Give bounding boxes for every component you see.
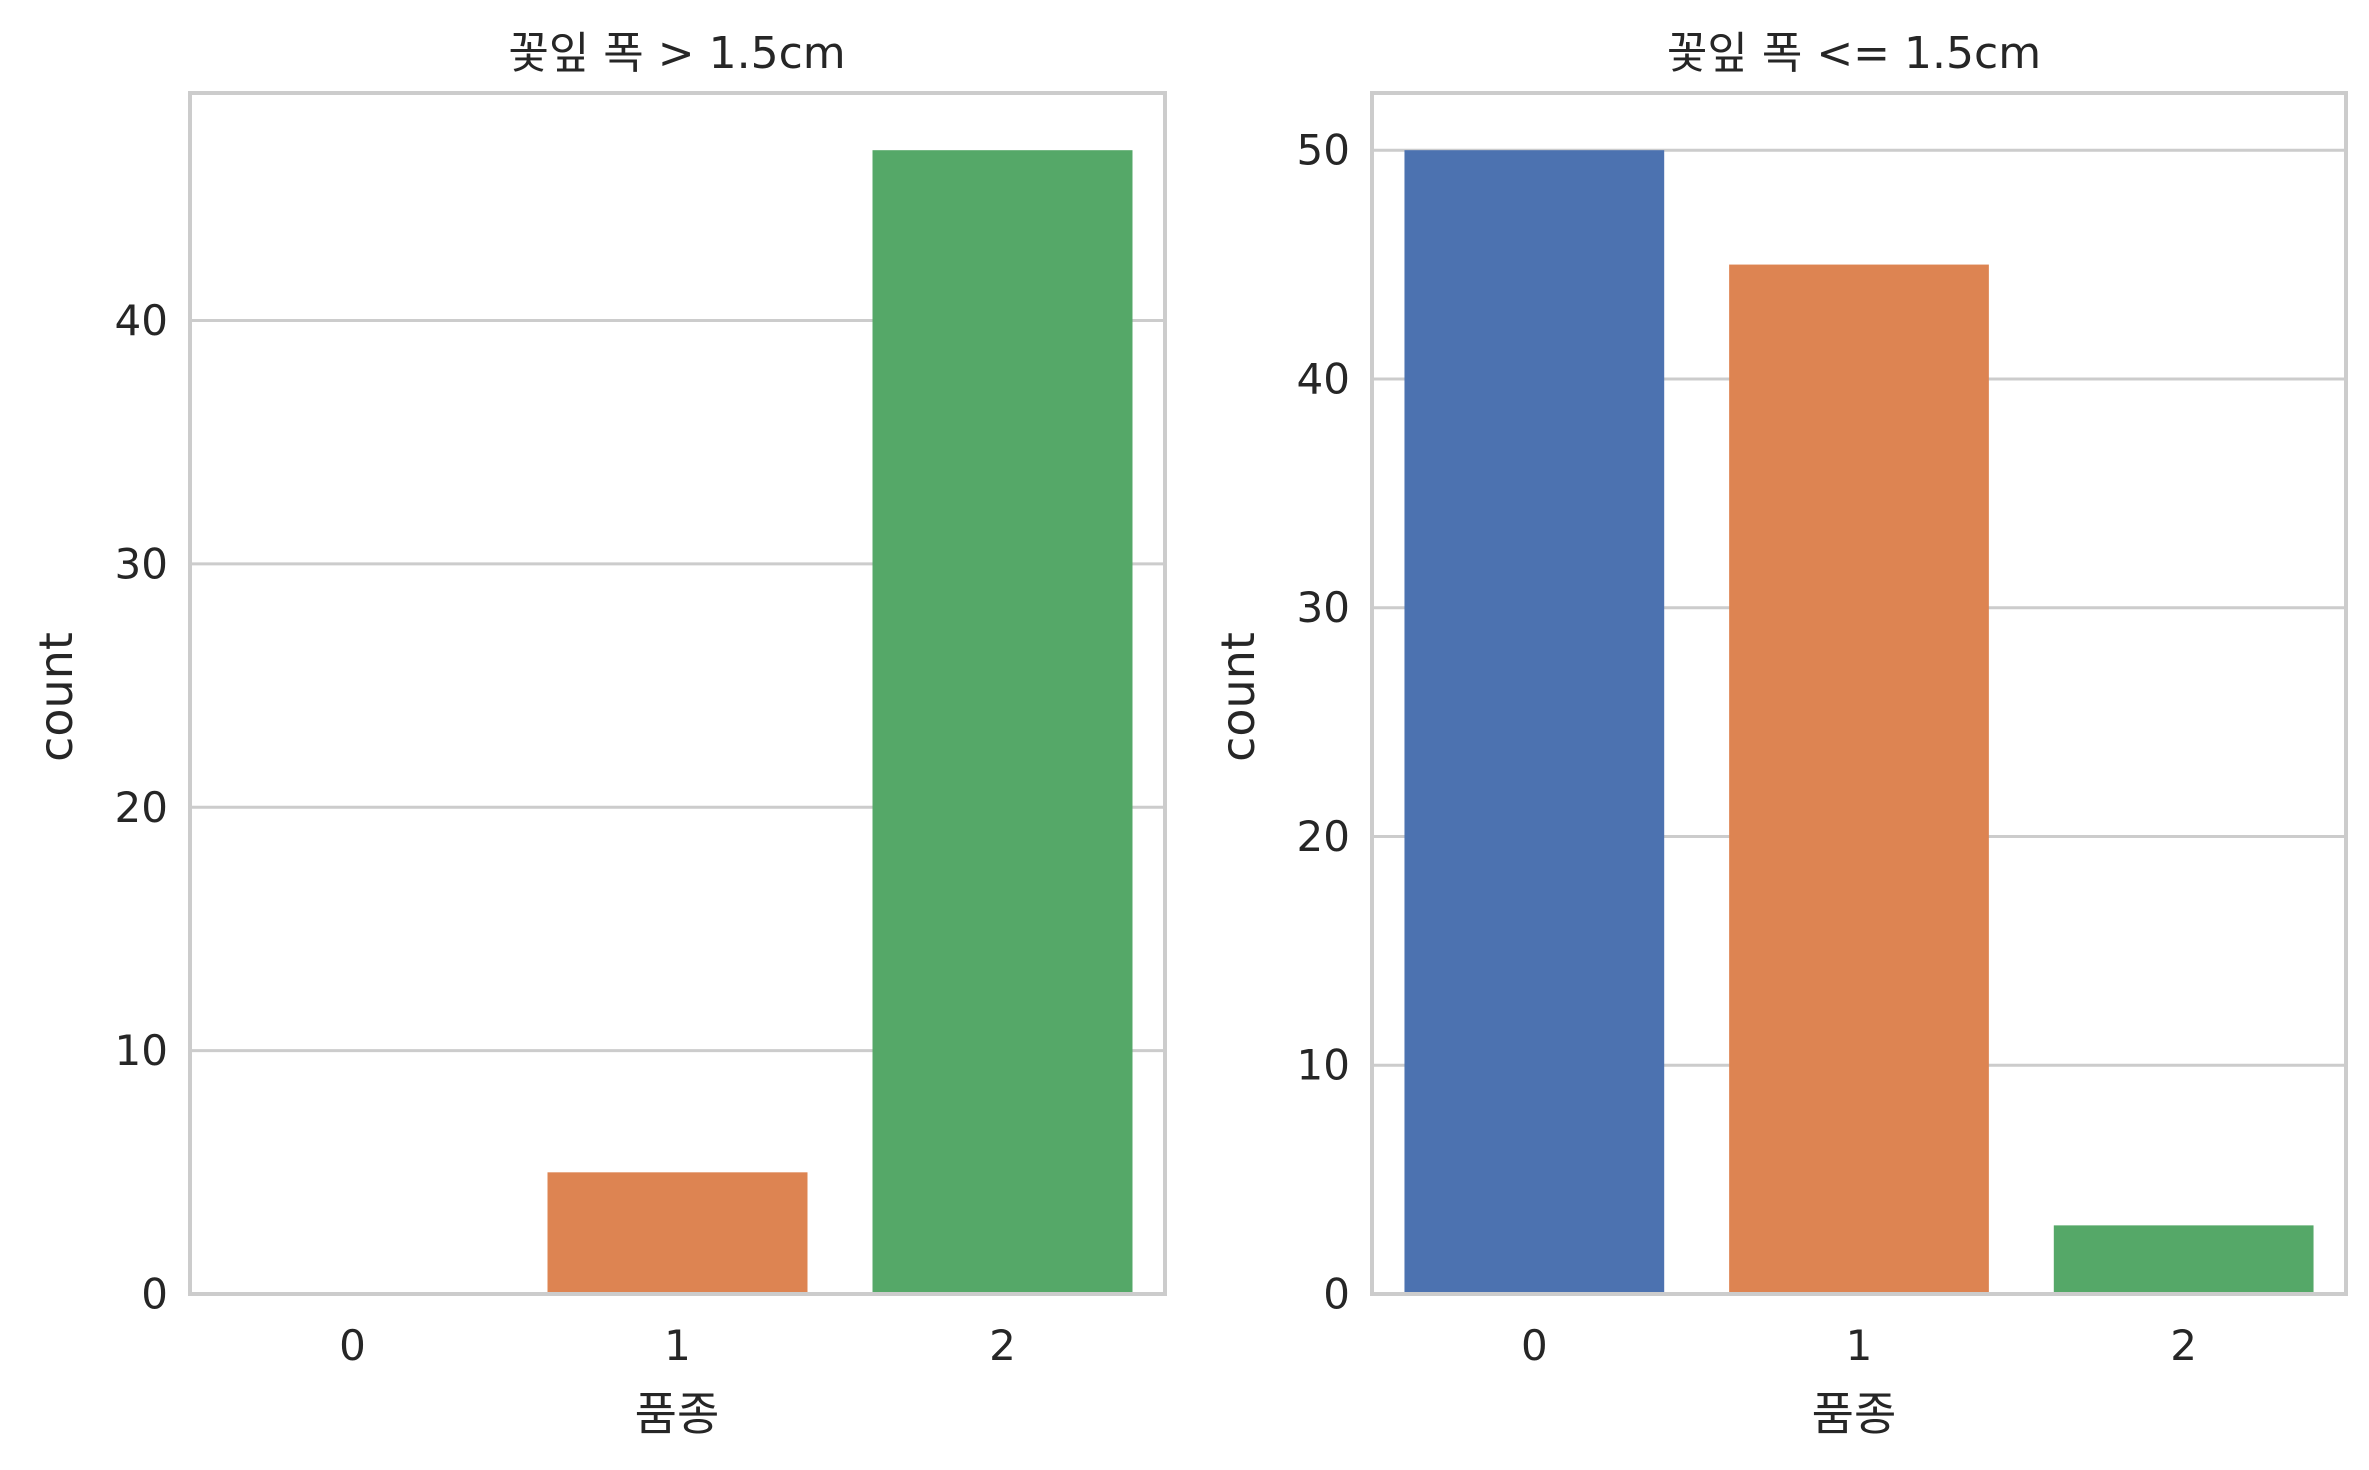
left-chart-x-axis-label: 품종 [635,1387,720,1441]
right-chart-y-tick-label: 20 [1297,812,1350,861]
left-chart-x-tick-label: 2 [989,1321,1016,1370]
left-chart-bar-1 [547,1172,808,1294]
right-chart-title: 꽃잎 폭 <= 1.5cm [1667,28,2041,79]
right-chart-y-tick-label: 0 [1323,1270,1350,1319]
right-chart-x-tick-label: 2 [2170,1321,2197,1370]
right-chart-y-tick-label: 10 [1297,1041,1350,1090]
right-chart-bar-2 [2053,1225,2314,1294]
left-chart-x-tick-label: 1 [664,1321,691,1370]
left-chart-plot-frame [188,91,1167,1296]
left-chart-title: 꽃잎 폭 > 1.5cm [508,28,845,79]
left-chart-y-axis-label: count [29,632,83,762]
right-chart-bar-0 [1404,150,1665,1295]
left-chart-panel: 꽃잎 폭 > 1.5cm count 품종 0 10 20 30 40 0 1 2 [29,28,1167,1441]
left-chart-y-tick-label: 40 [115,296,168,345]
left-chart-y-tick-label: 30 [115,539,168,588]
right-chart-y-tick-label: 40 [1297,354,1350,403]
left-chart-y-tick-label: 10 [115,1026,168,1075]
right-chart-y-tick-label: 50 [1297,126,1350,175]
right-chart-panel: 꽃잎 폭 <= 1.5cm count 품종 0 10 20 30 40 50 0 1 2 [1211,28,2348,1441]
right-chart-bar-1 [1729,264,1989,1295]
right-chart-y-axis-label: count [1211,632,1265,762]
right-chart-y-tick-label: 30 [1297,583,1350,632]
right-chart-x-axis-label: 품종 [1812,1387,1897,1441]
left-chart-bar-2 [872,150,1133,1295]
left-chart-x-tick-label: 0 [339,1321,366,1370]
left-chart-y-tick-label: 20 [115,783,168,832]
right-chart-plot-frame [1370,91,2348,1296]
left-chart-y-tick-label: 0 [141,1270,168,1319]
right-chart-x-tick-label: 1 [1846,1321,1873,1370]
right-chart-x-tick-label: 0 [1521,1321,1548,1370]
